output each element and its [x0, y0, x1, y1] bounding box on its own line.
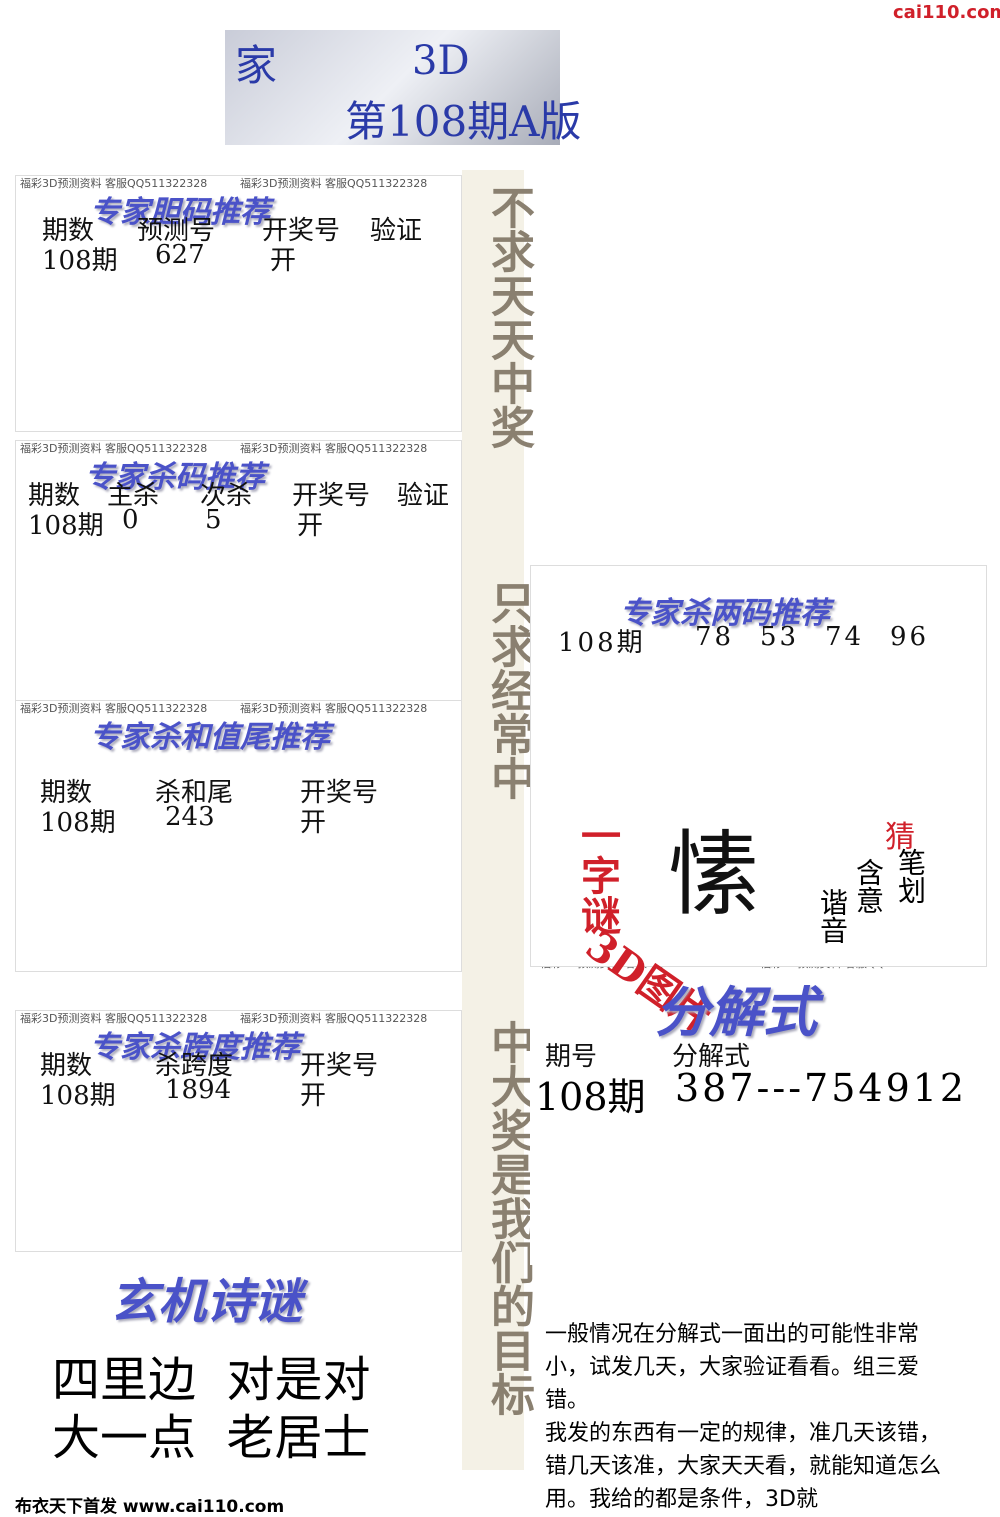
- table-cell: 108期: [28, 511, 104, 541]
- watermark: 福彩3D预测资料 客服QQ511322328: [20, 1012, 208, 1025]
- table-header: 验证: [397, 481, 450, 511]
- table-cell: 243: [165, 802, 215, 832]
- section-title: 玄机诗谜: [110, 1274, 303, 1330]
- table-header: 杀和尾: [155, 778, 234, 808]
- table-header: 分解式: [672, 1042, 751, 1072]
- table-header: 杀跨度: [155, 1051, 234, 1081]
- table-cell: 108期: [40, 808, 116, 838]
- section-title: 专家杀跨度推荐: [90, 1030, 300, 1065]
- section-panel: [15, 440, 462, 702]
- table-cell: 627: [155, 240, 205, 270]
- table-header: 开奖号: [292, 481, 371, 511]
- table-header: 期数: [40, 1051, 93, 1081]
- slogan: 不求天天中奖: [483, 185, 534, 449]
- header-issue: 第108期A版: [345, 97, 582, 146]
- table-header: 验证: [370, 216, 423, 246]
- table-cell: 开: [297, 511, 324, 541]
- right-panel: [530, 565, 987, 967]
- table-header: 主杀: [107, 481, 160, 511]
- section-panel: [15, 175, 462, 432]
- table-header: 期数: [28, 481, 81, 511]
- poem-line: 大一点 老居士: [52, 1410, 371, 1466]
- poem-line: 四里边 对是对: [52, 1352, 371, 1408]
- table-cell: 开: [300, 1081, 327, 1111]
- note: 我发的东西有一定的规律，准几天该错，错几天该准，大家天天看，就能知道怎么用。我给…: [545, 1421, 942, 1512]
- table-cell: 387---754912: [675, 1066, 968, 1110]
- number: 96: [890, 622, 930, 652]
- footer: 布衣天下首发 www.cai110.com: [15, 1497, 285, 1517]
- watermark: 福彩3D预测资料 客服QQ511322328: [20, 177, 208, 190]
- brand: cai110.com: [893, 2, 1000, 23]
- table-header: 期数: [42, 216, 95, 246]
- section-title: 专家杀和值尾推荐: [90, 720, 330, 755]
- number: 78: [695, 622, 735, 652]
- watermark: 福彩3D预测资料 客服QQ511322328: [240, 702, 428, 715]
- section-panel: [15, 1010, 462, 1252]
- table-cell: 108期: [42, 246, 118, 276]
- decomposition-panel: [530, 975, 985, 1265]
- notes: 一般情况在分解式一面出的可能性非常小，试发几天，大家验证看看。组三爱错。 我发的…: [545, 1318, 945, 1516]
- section-title: 分解式: [655, 981, 817, 1044]
- watermark: 福彩3D预测资料 客服QQ511322328: [240, 442, 428, 455]
- note: 一般情况在分解式一面出的可能性非常小，试发几天，大家验证看看。组三爱错。: [545, 1322, 920, 1413]
- section-title: 专家胆码推荐: [90, 195, 270, 230]
- watermark: 福彩3D预测资料 客服QQ511322328: [20, 702, 208, 715]
- header-title: 3D: [412, 38, 470, 84]
- slogan-strip: [462, 170, 524, 1470]
- table-header: 期数: [40, 778, 93, 808]
- riddle-character: 愫: [668, 821, 761, 928]
- table-cell: 开: [270, 246, 297, 276]
- table-cell: 108期: [535, 1075, 646, 1119]
- riddle-hint: 谐音: [816, 888, 849, 944]
- riddle-label: 一字谜: [574, 815, 621, 935]
- riddle-hint: 含意: [852, 858, 885, 914]
- section-title: 专家杀码推荐: [85, 460, 265, 495]
- table-cell: 0: [122, 505, 139, 535]
- riddle-hint: 猜: [885, 820, 915, 855]
- slogan: 中大奖是我们的目标: [483, 1020, 534, 1416]
- table-cell: 1894: [165, 1075, 232, 1105]
- table-cell: 5: [205, 505, 222, 535]
- watermark: 福彩3D预测资料 客服QQ511322328: [240, 177, 428, 190]
- table-header: 开奖号: [262, 216, 341, 246]
- section-title: 专家杀两码推荐: [620, 596, 830, 631]
- table-cell: 开: [300, 808, 327, 838]
- number: 53: [760, 622, 800, 652]
- watermark: 福彩3D预测资料 客服QQ511322328: [20, 442, 208, 455]
- section-panel: [15, 700, 462, 972]
- header-banner: [225, 30, 560, 145]
- table-header: 次杀: [200, 481, 253, 511]
- header-title: 家: [235, 41, 278, 90]
- table-header: 期号: [545, 1042, 598, 1072]
- table-header: 预测号: [137, 216, 216, 246]
- slogan: 只求经常中: [483, 580, 534, 800]
- table-cell: 108期: [40, 1081, 116, 1111]
- table-header: 开奖号: [300, 778, 379, 808]
- issue: 108期: [558, 628, 646, 658]
- riddle-hint: 笔划: [894, 848, 927, 904]
- watermark: 福彩3D预测资料 客服QQ511322328: [240, 1012, 428, 1025]
- table-header: 开奖号: [300, 1051, 379, 1081]
- number: 74: [825, 622, 865, 652]
